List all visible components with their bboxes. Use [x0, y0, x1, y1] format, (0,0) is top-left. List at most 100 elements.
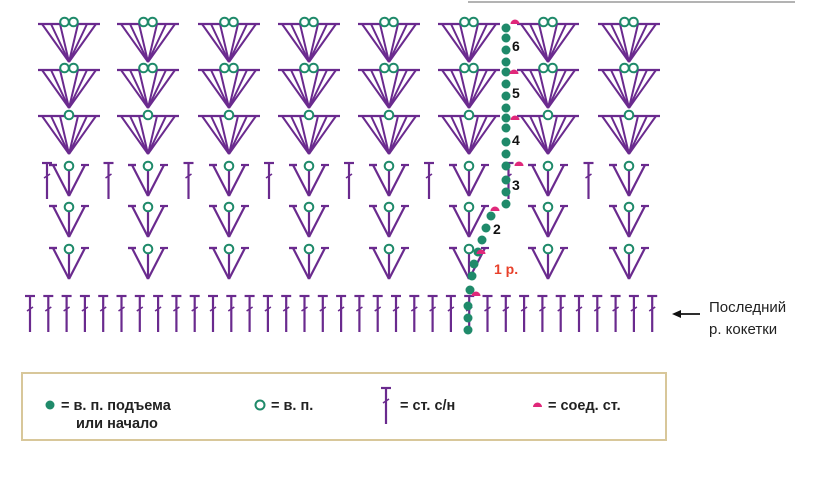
yoke-double-crochet	[482, 294, 493, 332]
fan-motif	[38, 109, 100, 155]
connecting-double-crochet	[583, 161, 594, 199]
turning-chain-stitch	[463, 313, 473, 323]
chain-stitch	[223, 243, 235, 255]
fan-motif	[358, 16, 420, 63]
turning-chain-stitch	[501, 175, 511, 185]
slip-stitch-symbol	[533, 402, 542, 407]
chain-stitch	[303, 160, 315, 172]
chain-stitch	[308, 62, 319, 74]
turning-chain-stitch	[501, 199, 511, 209]
chain-stitch	[542, 109, 554, 121]
chain-stitch	[303, 243, 315, 255]
fan-motif	[609, 160, 649, 197]
legend-box	[21, 372, 667, 441]
slip-stitch	[514, 161, 524, 166]
legend-double-crochet: = ст. с/н	[400, 398, 455, 414]
chain-stitch	[138, 16, 149, 28]
chain-stitch	[68, 62, 79, 74]
turning-chain-stitch	[486, 211, 496, 221]
last-row-note-line2: р. кокетки	[709, 321, 777, 338]
row-label-1: 1 р.	[494, 261, 518, 277]
chain-stitch	[538, 16, 549, 28]
turning-chain-stitch	[477, 235, 487, 245]
legend-turning-chain-line1: = в. п. подъема	[61, 398, 172, 414]
chain-stitch	[219, 62, 230, 74]
yoke-double-crochet	[25, 294, 35, 332]
chain-stitch	[147, 16, 158, 28]
yoke-double-crochet	[610, 294, 621, 332]
chain-stitch	[142, 243, 154, 255]
yoke-double-crochet	[153, 294, 164, 332]
yoke-double-crochet	[317, 294, 328, 332]
turning-chain-stitch	[501, 91, 511, 101]
slip-stitch	[510, 115, 520, 120]
fan-motif	[128, 243, 168, 280]
yoke-double-crochet	[647, 294, 658, 332]
yoke-double-crochet	[445, 294, 456, 332]
chain-stitch	[223, 160, 235, 172]
fan-motif	[128, 160, 168, 197]
yoke-double-crochet	[628, 294, 639, 332]
slip-stitch	[509, 69, 519, 74]
chain-stitch	[383, 160, 395, 172]
yoke-double-crochet	[500, 294, 511, 332]
chain-stitch	[379, 62, 390, 74]
chain-stitch	[303, 109, 315, 121]
chain-stitch	[383, 243, 395, 255]
chain-stitch	[623, 243, 635, 255]
fan-motif	[49, 160, 89, 197]
fan-motif	[278, 62, 340, 109]
yoke-double-crochet	[61, 294, 72, 332]
yoke-double-crochet	[244, 294, 255, 332]
fan-motif	[449, 160, 489, 197]
fan-motif	[209, 160, 249, 197]
fan-motif	[209, 243, 249, 280]
chain-stitch	[628, 62, 639, 74]
chain-stitch	[299, 62, 310, 74]
yoke-double-crochet	[208, 294, 218, 332]
fan-motifs	[38, 16, 660, 280]
last-row-note: Последний р. кокетки	[672, 299, 786, 338]
chain-stitch	[142, 160, 154, 172]
fan-motif	[369, 201, 409, 238]
fan-motif	[598, 16, 660, 63]
chain-stitch	[547, 62, 558, 74]
turning-chain-stitch	[501, 123, 511, 133]
chain-stitch	[619, 16, 630, 28]
fan-motif	[369, 160, 409, 197]
slip-stitch	[490, 206, 500, 211]
chain-stitch	[542, 160, 554, 172]
yoke-double-crochet	[427, 294, 438, 332]
fan-motif	[517, 109, 579, 155]
chain-stitch	[619, 62, 630, 74]
fan-motif	[49, 243, 89, 280]
fan-motif	[198, 109, 260, 155]
fan-motif	[209, 201, 249, 238]
chain-stitch	[63, 201, 75, 213]
yoke-double-crochet	[262, 294, 273, 332]
turning-chain-stitch	[501, 67, 511, 77]
fan-motif	[438, 16, 500, 63]
chain-stitch	[142, 201, 154, 213]
chain-stitch	[59, 16, 70, 28]
chain-stitch	[147, 62, 158, 74]
fan-motif	[289, 243, 329, 280]
yoke-last-row	[25, 294, 658, 332]
fan-motif	[117, 109, 179, 155]
chain-stitch	[623, 109, 635, 121]
legend-slip-stitch: = соед. ст.	[548, 398, 621, 414]
chain-stitch	[223, 201, 235, 213]
chain-stitch	[623, 160, 635, 172]
chain-stitch	[538, 62, 549, 74]
turning-chain-stitch	[465, 285, 475, 295]
chain-stitch	[468, 62, 479, 74]
chain-stitch	[308, 16, 319, 28]
yoke-double-crochet	[189, 294, 200, 332]
yoke-double-crochet	[537, 294, 548, 332]
fan-motif	[438, 109, 500, 155]
fan-motif	[358, 109, 420, 155]
fan-motif	[117, 62, 179, 109]
turning-chain-stitch	[501, 149, 511, 159]
fan-motif	[598, 62, 660, 109]
legend-chain: = в. п.	[271, 398, 313, 414]
